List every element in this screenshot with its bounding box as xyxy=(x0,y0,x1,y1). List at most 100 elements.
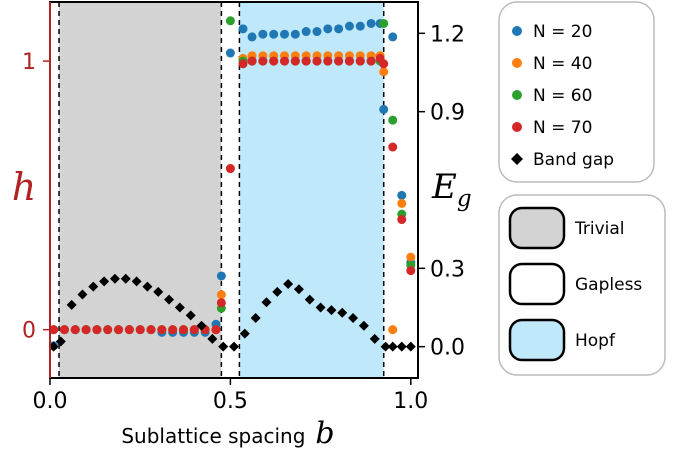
data-point xyxy=(70,325,80,335)
data-point xyxy=(225,48,235,58)
data-point xyxy=(388,142,398,152)
legend-label: N = 70 xyxy=(533,118,592,138)
legend-entry: N = 40 xyxy=(512,54,592,74)
legend-swatch xyxy=(508,206,566,250)
data-point xyxy=(92,325,102,335)
data-point xyxy=(301,56,311,66)
data-point xyxy=(379,59,389,69)
data-point xyxy=(290,29,300,39)
band-gap-point xyxy=(229,341,239,352)
series-n-70 xyxy=(49,53,416,335)
data-point xyxy=(397,190,407,200)
band-gap-point xyxy=(131,276,142,287)
phase-regions xyxy=(59,2,384,378)
legend-swatch xyxy=(508,262,566,306)
x-tick-label: 1.0 xyxy=(393,389,428,414)
band-gap-point xyxy=(174,302,185,313)
band-gap-point xyxy=(283,279,294,289)
legend-entry: Hopf xyxy=(508,318,616,362)
data-point xyxy=(301,27,311,37)
band-gap-point xyxy=(48,341,59,352)
band-gap-point xyxy=(99,276,110,287)
y-right-tick-label: 1.2 xyxy=(430,22,465,47)
band-gap-point xyxy=(348,312,359,323)
data-point xyxy=(334,56,344,66)
data-point xyxy=(146,325,156,335)
data-point xyxy=(312,56,322,66)
data-point xyxy=(406,252,416,262)
band-gap-point xyxy=(380,341,391,352)
band-gap-point xyxy=(55,336,66,347)
legend-entry: Gapless xyxy=(508,262,642,306)
data-point xyxy=(247,56,257,66)
data-point xyxy=(247,32,257,42)
data-point xyxy=(103,325,113,335)
band-gap-point xyxy=(250,312,261,323)
x-tick-label: 0.0 xyxy=(33,389,68,414)
region-gapless xyxy=(221,2,240,378)
data-point xyxy=(379,104,389,114)
band-gap-point xyxy=(207,333,218,344)
band-gap-point xyxy=(218,341,229,352)
data-point xyxy=(366,18,376,28)
series-legend: N = 20 N = 40 N = 60 N = 70 Band gap xyxy=(498,1,655,183)
data-point xyxy=(269,56,279,66)
band-gap-point xyxy=(369,333,380,344)
legend-label: Trivial xyxy=(574,219,625,239)
data-point xyxy=(379,67,389,77)
data-point xyxy=(334,24,344,34)
data-point xyxy=(323,24,333,34)
legend-marker xyxy=(512,26,522,36)
data-point xyxy=(59,325,69,335)
legend-entry: Trivial xyxy=(508,206,625,250)
data-point xyxy=(312,27,322,37)
data-point xyxy=(81,325,91,335)
band-gap-point xyxy=(77,289,88,300)
series-legend-box xyxy=(498,1,655,183)
data-point xyxy=(216,290,226,300)
y-right-label: Eg xyxy=(431,167,472,212)
data-point xyxy=(344,21,354,31)
y-left-tick-label: 1 xyxy=(22,50,36,75)
legend-marker xyxy=(512,122,522,132)
band-gap-point xyxy=(196,320,207,331)
legend-label: Gapless xyxy=(575,275,642,295)
band-gap-point xyxy=(396,341,407,352)
band-gap-point xyxy=(272,286,283,297)
y-left-tick-label: 0 xyxy=(22,319,36,344)
data-point xyxy=(238,24,248,34)
legend-label: N = 40 xyxy=(533,54,592,74)
band-gap-point xyxy=(239,328,250,339)
legend-entry: N = 20 xyxy=(512,22,592,42)
data-point xyxy=(238,59,248,69)
band-gap-point xyxy=(405,341,416,352)
y-right-tick-label: 0.0 xyxy=(430,336,465,361)
band-gap-point xyxy=(358,320,369,331)
data-point xyxy=(397,215,407,225)
data-point xyxy=(388,32,398,42)
phase-legend: Trivial Gapless Hopf xyxy=(498,194,666,376)
data-point xyxy=(124,325,134,335)
data-point xyxy=(168,325,178,335)
y-right-tick-label: 0.3 xyxy=(430,257,465,282)
legend-marker xyxy=(512,90,522,100)
band-gap-point xyxy=(109,273,120,284)
series-band-gap xyxy=(48,273,416,352)
legend-label: Hopf xyxy=(575,331,616,351)
data-point xyxy=(216,298,226,308)
data-point xyxy=(135,325,145,335)
band-gap-point xyxy=(153,286,164,297)
band-gap-point xyxy=(387,341,398,352)
data-point xyxy=(290,56,300,66)
data-point xyxy=(388,115,398,125)
data-point xyxy=(269,29,279,39)
data-point xyxy=(114,325,124,335)
data-point xyxy=(157,325,167,335)
data-point xyxy=(49,325,59,335)
data-point xyxy=(178,325,188,335)
data-point xyxy=(355,56,365,66)
data-point xyxy=(211,325,221,335)
data-point xyxy=(225,16,235,26)
band-gap-point xyxy=(164,294,175,305)
